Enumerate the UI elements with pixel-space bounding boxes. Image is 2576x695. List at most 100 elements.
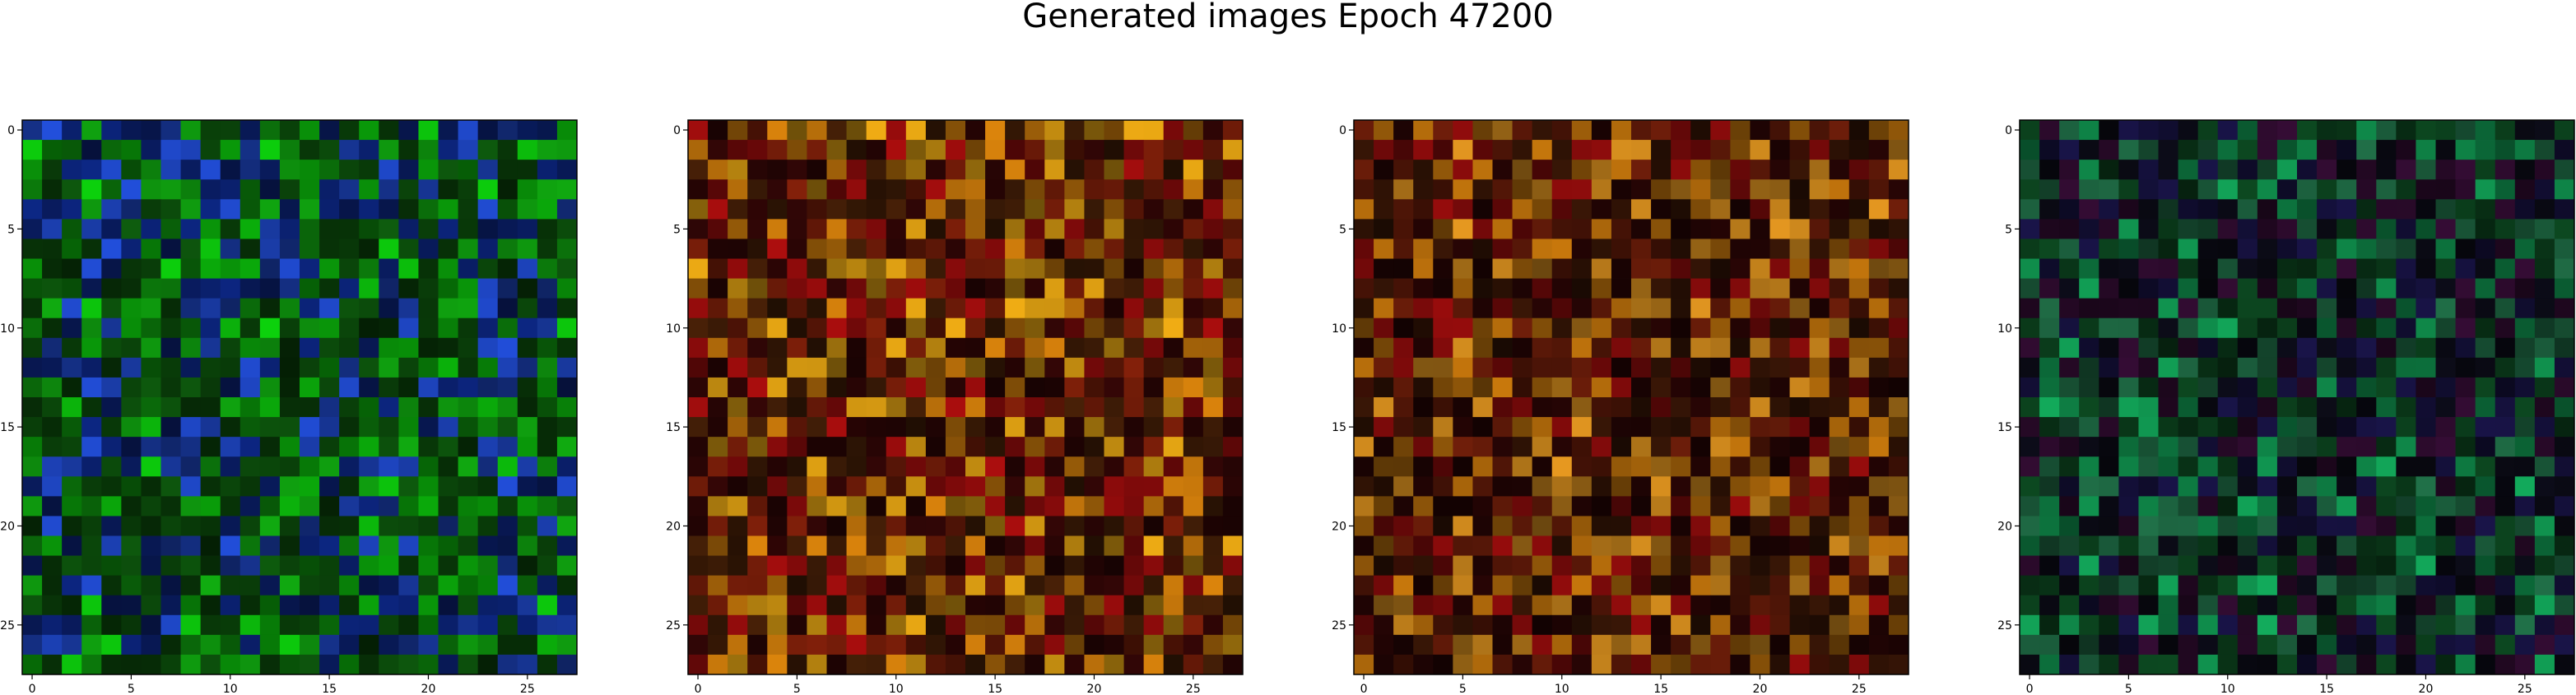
- pixel-cell: [1163, 278, 1184, 299]
- pixel-cell: [2178, 160, 2199, 180]
- pixel-cell: [688, 476, 709, 497]
- pixel-cell: [846, 535, 867, 556]
- pixel-cell: [1393, 614, 1414, 636]
- pixel-cell: [418, 535, 439, 556]
- pixel-cell: [787, 634, 807, 656]
- pixel-cell: [846, 575, 867, 596]
- pixel-cell: [101, 278, 122, 299]
- pixel-cell: [2257, 417, 2278, 438]
- pixel-cell: [200, 614, 221, 636]
- pixel-cell: [1710, 535, 1731, 556]
- pixel-cell: [807, 456, 827, 477]
- pixel-cell: [42, 179, 63, 200]
- pixel-cell: [1084, 654, 1104, 675]
- pixel-cell: [1888, 357, 1909, 378]
- pixel-cell: [418, 397, 439, 418]
- pixel-cell: [300, 496, 320, 517]
- pixel-cell: [1084, 575, 1104, 596]
- pixel-cell: [537, 317, 558, 339]
- pixel-cell: [728, 417, 748, 438]
- pixel-cell: [807, 317, 827, 339]
- pixel-cell: [1202, 140, 1224, 160]
- pixel-cell: [1750, 555, 1770, 577]
- pixel-cell: [1433, 417, 1453, 438]
- pixel-cell: [787, 516, 807, 536]
- pixel-cell: [2020, 496, 2040, 517]
- pixel-cell: [1551, 456, 1573, 477]
- pixel-cell: [556, 179, 578, 200]
- pixel-cell: [2257, 120, 2278, 141]
- pixel-cell: [886, 516, 907, 536]
- pixel-cell: [1084, 219, 1104, 239]
- pixel-cell: [787, 258, 807, 279]
- pixel-cell: [1750, 614, 1770, 636]
- pixel-cell: [767, 456, 788, 477]
- pixel-cell: [239, 377, 261, 398]
- pixel-cell: [438, 555, 458, 577]
- pixel-cell: [1848, 377, 1870, 398]
- pixel-cell: [1044, 160, 1065, 180]
- pixel-cell: [239, 397, 261, 418]
- pixel-cell: [1123, 555, 1145, 577]
- pixel-cell: [1025, 199, 1045, 220]
- pixel-cell: [2337, 614, 2357, 636]
- pixel-cell: [2158, 476, 2178, 497]
- pixel-cell: [1393, 555, 1414, 577]
- pixel-cell: [826, 298, 847, 319]
- pixel-cell: [2237, 654, 2258, 675]
- y-tick-label: 20: [0, 520, 15, 533]
- pixel-cell: [787, 476, 807, 497]
- pixel-cell: [1202, 258, 1224, 279]
- pixel-cell: [905, 634, 927, 656]
- pixel-cell: [1222, 357, 1244, 378]
- pixel-cell: [2217, 654, 2239, 675]
- pixel-cell: [1143, 397, 1165, 418]
- pixel-cell: [339, 437, 360, 457]
- pixel-cell: [1005, 535, 1025, 556]
- pixel-cell: [200, 516, 221, 536]
- pixel-cell: [1730, 595, 1751, 616]
- pixel-cell: [1571, 654, 1593, 675]
- pixel-cell: [846, 219, 867, 239]
- pixel-cell: [2158, 496, 2178, 517]
- pixel-cell: [2138, 160, 2159, 180]
- pixel-cell: [2178, 337, 2199, 359]
- pixel-cell: [2257, 476, 2278, 497]
- pixel-cell: [497, 496, 518, 517]
- pixel-cell: [826, 456, 847, 477]
- pixel-cell: [1084, 377, 1104, 398]
- pixel-cell: [1472, 140, 1493, 160]
- pixel-cell: [220, 140, 241, 160]
- pixel-cell: [418, 377, 439, 398]
- pixel-cell: [1789, 258, 1811, 279]
- pixel-cell: [688, 199, 709, 220]
- pixel-cell: [2099, 417, 2119, 438]
- pixel-cell: [1591, 377, 1612, 398]
- pixel-cell: [1413, 437, 1434, 457]
- pixel-cell: [101, 555, 122, 577]
- pixel-cell: [556, 298, 578, 319]
- pixel-cell: [1143, 516, 1165, 536]
- pixel-cell: [2495, 239, 2516, 259]
- pixel-cell: [1453, 575, 1473, 596]
- pixel-cell: [1183, 199, 1204, 220]
- pixel-cell: [1202, 496, 1224, 517]
- pixel-cell: [279, 239, 300, 259]
- pixel-cell: [2534, 278, 2555, 299]
- pixel-cell: [2534, 377, 2555, 398]
- pixel-cell: [339, 377, 360, 398]
- pixel-cell: [239, 417, 261, 438]
- pixel-cell: [359, 634, 379, 656]
- pixel-cell: [905, 377, 927, 398]
- pixel-cell: [279, 160, 300, 180]
- pixel-cell: [2435, 298, 2456, 319]
- pixel-cell: [477, 595, 499, 616]
- pixel-cell: [1868, 239, 1890, 259]
- pixel-cell: [985, 140, 1006, 160]
- pixel-cell: [121, 614, 142, 636]
- pixel-cell: [2317, 456, 2337, 477]
- pixel-cell: [200, 654, 221, 675]
- pixel-cell: [1354, 654, 1374, 675]
- pixel-cell: [2554, 179, 2575, 200]
